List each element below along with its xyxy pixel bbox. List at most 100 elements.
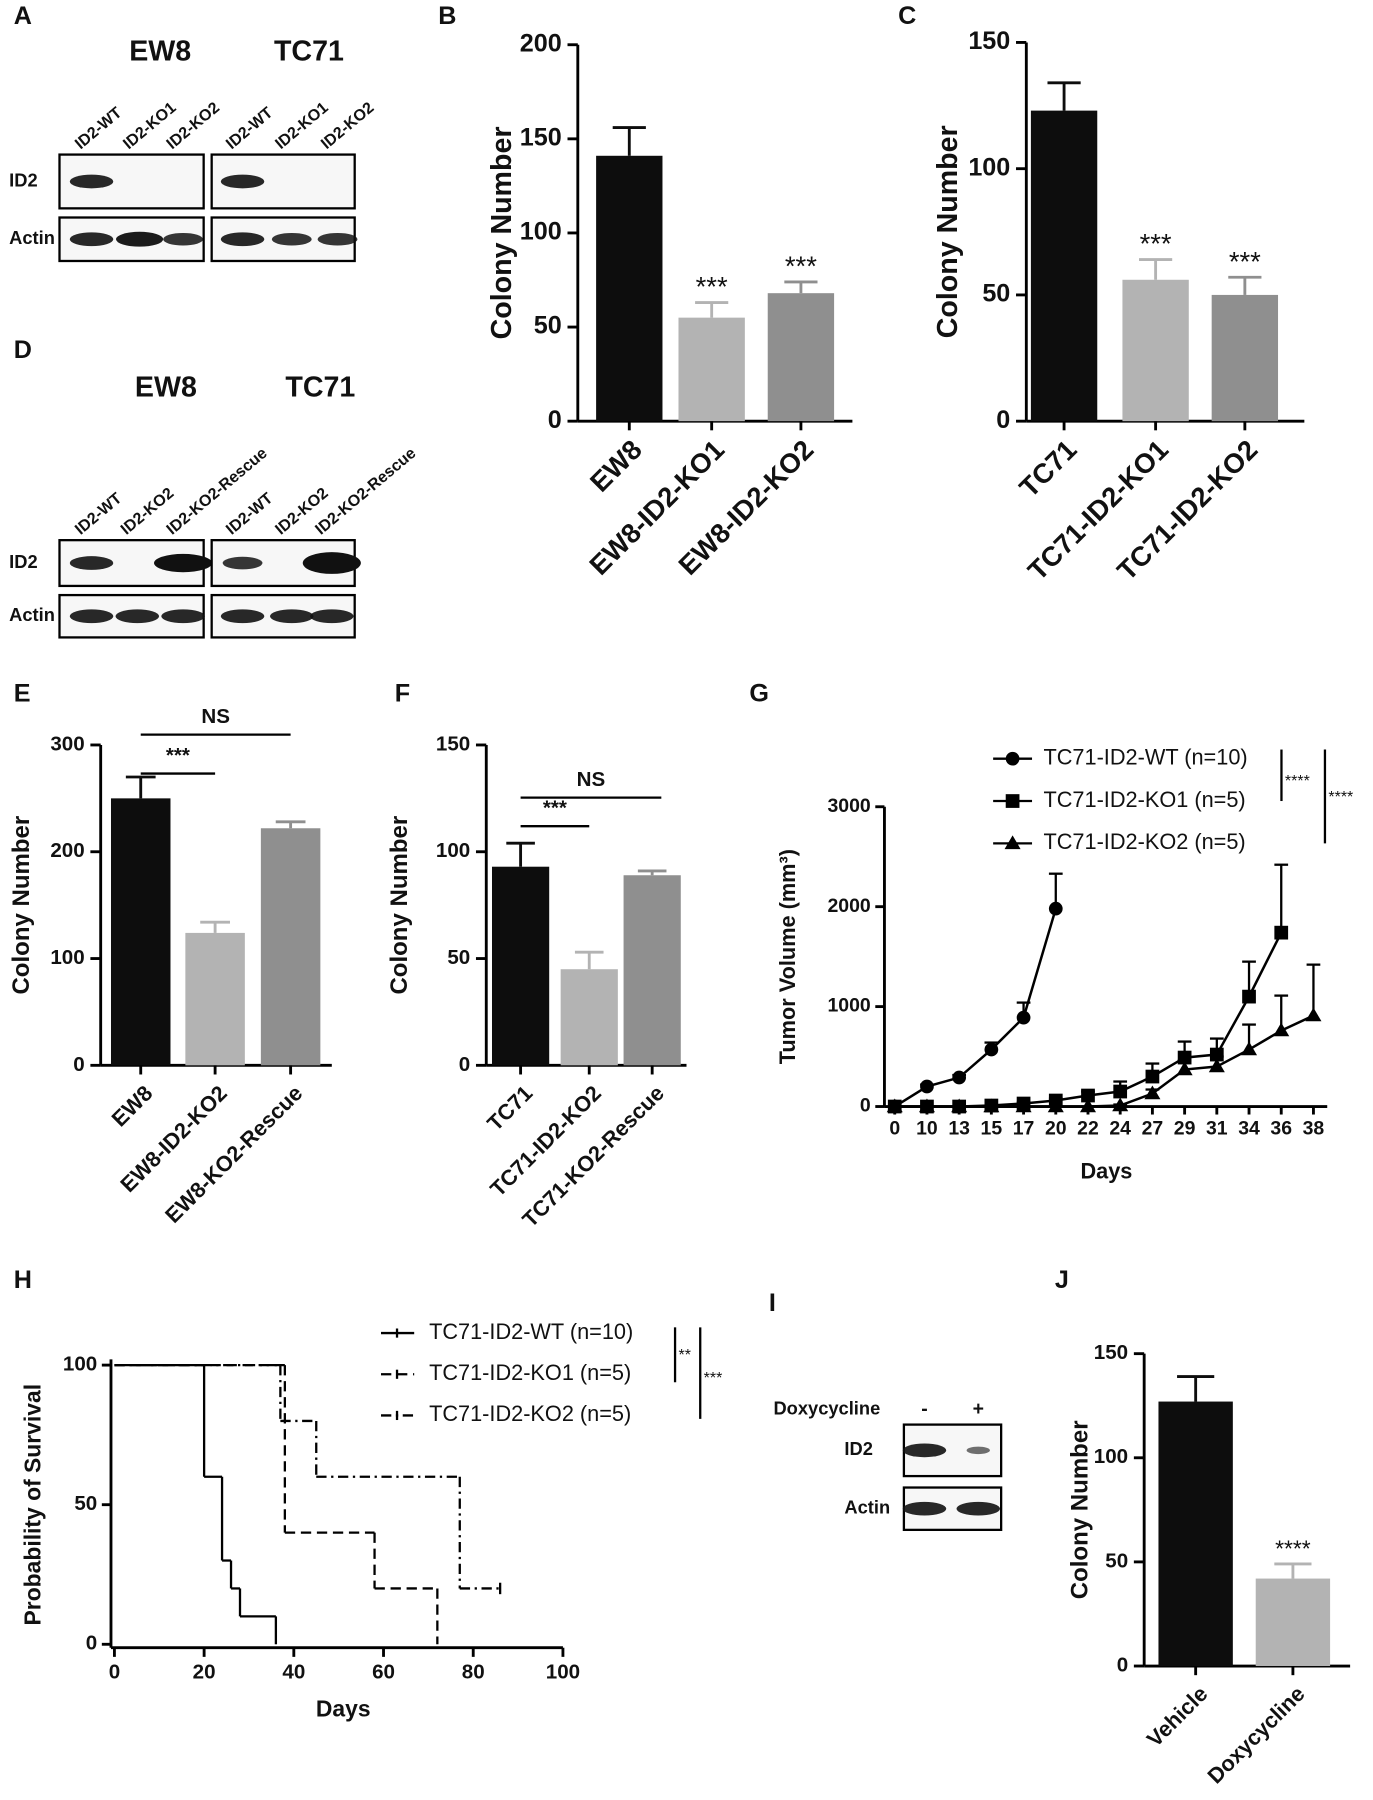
bar [491,866,550,1066]
bar [767,293,835,422]
blot-title: EW8 [129,35,191,67]
x-tick-label: 36 [1270,1118,1292,1140]
significance: **** [1328,789,1353,806]
blot-band [902,1443,947,1458]
series-line [894,908,1057,1108]
data-point [918,1098,935,1113]
row-label: Actin [844,1497,890,1518]
blot-band [69,174,114,189]
panel-letter: G [749,679,769,707]
bar [560,969,618,1066]
lane-label: ID2-WT [223,490,276,539]
y-tick-label: 2000 [827,895,870,917]
bar [1122,279,1189,422]
blot-band [310,609,354,624]
lane-label: - [921,1398,927,1420]
blot-band [902,1501,947,1516]
blot-band [271,232,312,246]
x-axis-label: Days [1080,1159,1132,1184]
data-point [1305,1007,1322,1022]
y-tick-label: 50 [74,1492,97,1515]
y-tick-label: 100 [63,1353,97,1376]
panel-letter: H [14,1266,32,1294]
blot-band [220,609,265,624]
blot-title: Doxycycline [773,1398,880,1419]
x-tick-label: EW8-KO2-Rescue [160,1080,307,1227]
blot-title: EW8 [135,372,197,404]
blot-band [966,1446,990,1455]
blot-band [270,609,314,624]
bar [1211,294,1279,422]
data-point [951,1098,968,1113]
bracket-label: *** [166,744,190,767]
y-tick-label: 0 [548,406,562,434]
data-point [1241,1041,1258,1056]
significance: **** [1285,773,1310,790]
data-point [1145,1069,1160,1084]
blot-band [222,556,263,570]
bar [185,932,245,1066]
bar [110,798,171,1066]
lane-label: ID2-WT [72,104,125,153]
bar [1158,1401,1233,1667]
blot-band [161,609,205,624]
row-label: Actin [9,604,55,625]
bracket-label: NS [201,705,230,728]
lane-label: + [973,1398,984,1420]
blot-title: TC71 [285,372,355,404]
data-point [1144,1085,1161,1100]
y-axis-label: Colony Number [932,125,964,338]
x-tick-label: 20 [193,1660,216,1683]
y-tick-label: 0 [86,1632,97,1655]
y-axis-label: Tumor Volume (mm³) [775,849,800,1064]
panel-letter: I [769,1289,776,1317]
x-tick-label: 27 [1142,1118,1164,1140]
blot-title: TC71 [274,35,344,67]
legend-label: TC71-ID2-WT (n=10) [1043,744,1247,769]
x-tick-label: 29 [1174,1118,1196,1140]
y-tick-label: 0 [860,1095,871,1117]
data-point [1208,1058,1225,1073]
x-tick-label: Doxycycline [1202,1681,1309,1788]
bar [1030,110,1098,422]
lane-label: ID2-KO2-Rescue [164,445,271,539]
data-point [1273,1022,1290,1037]
legend-marker [1004,835,1021,850]
y-tick-label: 0 [996,406,1010,434]
legend-marker [1005,794,1020,808]
x-tick-label: 100 [546,1660,580,1683]
y-tick-label: 100 [1094,1445,1128,1468]
x-tick-label: Vehicle [1142,1681,1213,1752]
data-point [1081,1088,1095,1103]
panel-letter: B [438,2,456,30]
x-tick-label: 22 [1077,1118,1099,1140]
panel-letter: A [14,2,32,30]
data-point [1015,1098,1032,1113]
y-tick-label: 100 [520,218,562,246]
significance: **** [1275,1535,1311,1561]
y-tick-label: 0 [459,1053,470,1076]
y-tick-label: 50 [982,280,1010,308]
data-point [1079,1098,1096,1113]
bar [1255,1578,1331,1667]
row-label: ID2 [844,1438,872,1459]
blot-band [956,1501,1001,1516]
lane-label: ID2-WT [223,104,276,153]
bracket-label: *** [543,796,567,819]
y-tick-label: 0 [73,1053,84,1076]
significance: *** [1229,246,1261,277]
lane-label: ID2-KO2-Rescue [312,445,419,539]
x-tick-label: 10 [916,1118,938,1140]
y-tick-label: 150 [436,732,470,755]
y-axis-label: Colony Number [8,816,35,995]
y-tick-label: 200 [50,839,84,862]
blot-band [69,556,114,570]
y-axis-label: Colony Number [486,127,518,340]
data-point [920,1079,934,1094]
panel-letter: C [898,2,916,30]
blot-band [69,609,114,624]
significance: *** [785,250,817,281]
bar [623,875,681,1066]
x-axis-label: Days [316,1696,371,1722]
